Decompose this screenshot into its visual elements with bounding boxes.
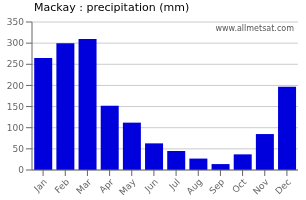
svg-text:Mar: Mar xyxy=(74,177,93,196)
svg-text:0: 0 xyxy=(18,165,24,175)
svg-text:Nov: Nov xyxy=(251,176,271,196)
svg-text:250: 250 xyxy=(8,59,24,69)
svg-text:50: 50 xyxy=(13,144,25,154)
html-text:Mackay : precipitation (mm): Mackay : precipitation (mm) xyxy=(34,1,190,14)
svg-text:350: 350 xyxy=(8,17,24,27)
svg-text:May: May xyxy=(117,176,138,197)
html-text:www.allmetsat.com: www.allmetsat.com xyxy=(215,24,294,33)
svg-text:Oct: Oct xyxy=(230,177,248,195)
svg-text:Jul: Jul xyxy=(167,177,182,192)
svg-text:Aug: Aug xyxy=(185,177,205,197)
svg-text:Sep: Sep xyxy=(207,177,226,196)
svg-text:150: 150 xyxy=(8,102,24,112)
svg-text:Jan: Jan xyxy=(31,177,49,195)
svg-text:300: 300 xyxy=(8,38,24,48)
svg-text:Dec: Dec xyxy=(273,177,292,196)
svg-text:Apr: Apr xyxy=(97,177,115,195)
svg-text:Feb: Feb xyxy=(53,177,72,196)
svg-text:200: 200 xyxy=(8,81,24,91)
svg-text:Jun: Jun xyxy=(142,177,160,195)
svg-text:100: 100 xyxy=(8,123,24,133)
